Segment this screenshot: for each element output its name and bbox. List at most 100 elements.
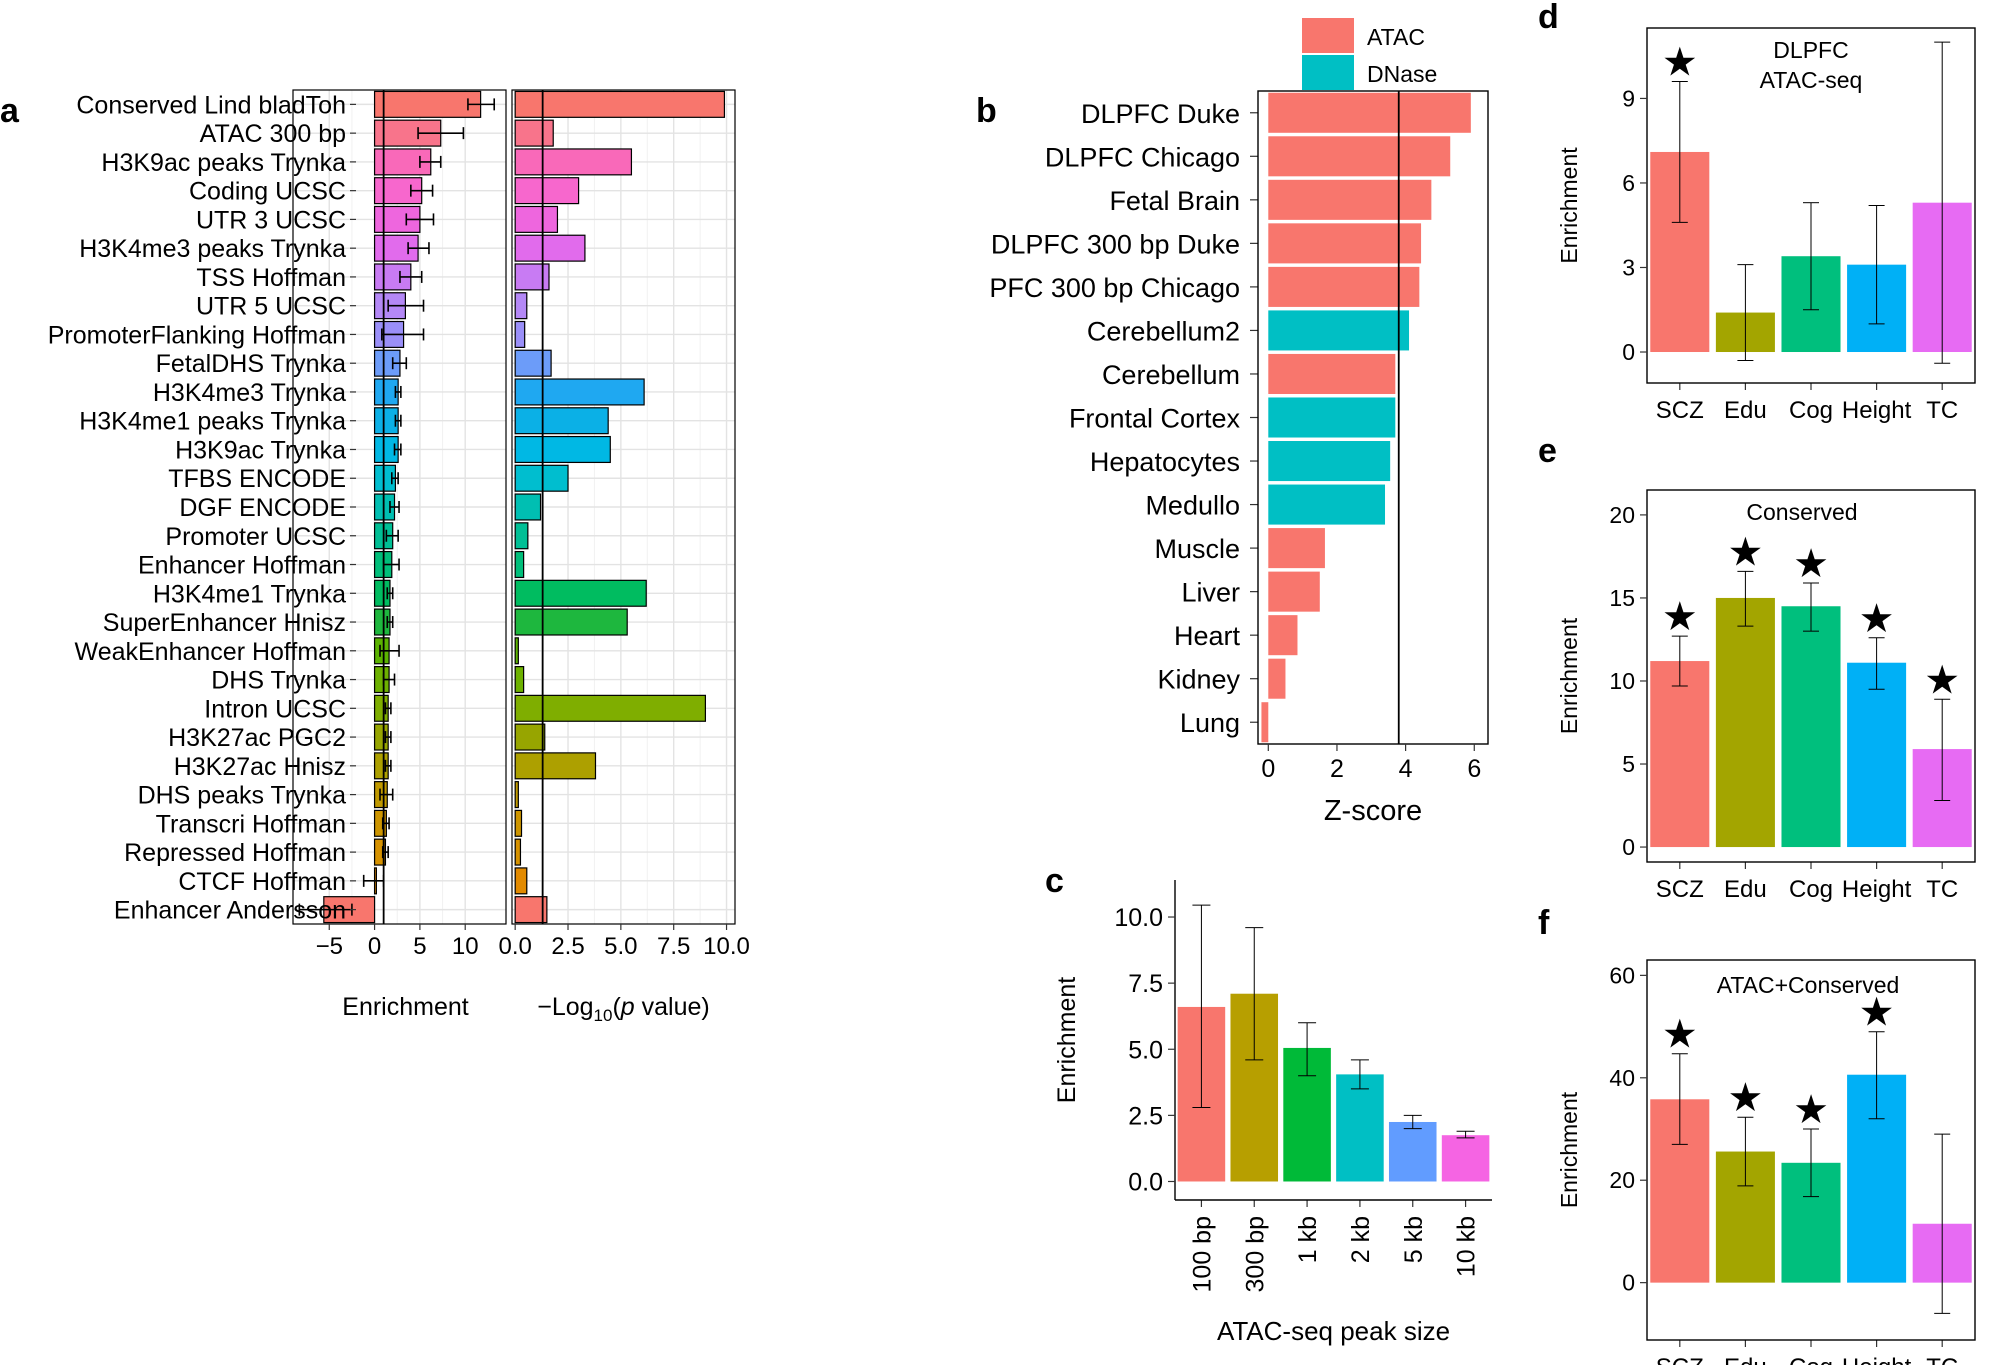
pvalue-bar [514,579,647,607]
x-tick-label: Cog [1789,876,1833,903]
pvalue-bar [514,234,586,262]
pvalue-bar [514,177,580,205]
panel-label-b: b [976,92,997,130]
x-tick-label: 7.5 [657,933,690,960]
x-axis-title-part: value) [635,993,710,1021]
category-label: PromoterFlanking Hoffman [48,321,346,349]
pvalue-bar [514,694,707,722]
pvalue-bar [514,809,523,837]
x-tick-label: −5 [316,933,343,960]
x-tick-label: 10 kb [1453,1216,1481,1277]
y-tick-label: 0 [1622,834,1635,860]
enrichment-bar [1650,661,1710,848]
zscore-bar [1268,92,1471,133]
legend-label: DNase [1367,61,1437,87]
x-tick-label: Cog [1789,397,1833,424]
significance-star: ★ [1859,597,1895,641]
zscore-bar [1261,702,1269,743]
y-tick-label: 5.0 [1128,1036,1163,1064]
category-label: Kidney [1157,665,1240,695]
y-tick-label: 6 [1622,170,1635,196]
y-tick-label: 20 [1609,502,1635,528]
category-label: Cerebellum [1102,360,1240,390]
category-label: TSS Hoffman [196,264,346,292]
zscore-bar [1268,528,1325,569]
pvalue-bar [514,263,550,291]
zscore-bar [1268,179,1432,220]
panel-title: DLPFC [1773,37,1848,63]
category-label: WeakEnhancer Hoffman [75,638,346,666]
panel-label-a: a [0,92,20,130]
y-tick-label: 60 [1609,962,1635,988]
pvalue-bar [514,407,609,435]
category-label: UTR 3 UCSC [196,206,346,234]
pvalue-bar [514,867,528,895]
y-axis-title: Enrichment [1556,617,1582,734]
significance-star: ★ [1793,542,1829,586]
significance-star: ★ [1859,991,1895,1035]
x-tick-label: TC [1926,1354,1958,1365]
panel-title: ATAC-seq [1760,67,1863,93]
significance-star: ★ [1727,1076,1763,1120]
pvalue-bar [514,292,528,320]
enrichment-bar [1441,1135,1490,1182]
category-label: H3K4me1 peaks Trynka [79,408,346,436]
x-tick-label: 6 [1467,755,1481,783]
significance-star: ★ [1727,530,1763,574]
x-tick-label: 2 kb [1347,1216,1375,1263]
pvalue-bar [514,378,645,406]
category-label: DHS peaks Trynka [138,782,347,810]
enrichment-bar [1388,1121,1437,1182]
pvalue-bar [514,752,597,780]
pvalue-bar [514,148,633,176]
panel-label-e: e [1538,432,1557,470]
enrichment-bar [373,407,399,435]
x-tick-label: TC [1926,876,1958,903]
category-label: Promoter UCSC [165,523,346,551]
significance-star: ★ [1793,1088,1829,1132]
x-axis-title: −Log10(p value) [537,993,710,1025]
pvalue-bar [514,723,546,751]
category-label: Hepatocytes [1090,447,1240,477]
x-tick-label: 1 kb [1294,1216,1322,1263]
category-label: TFBS ENCODE [168,465,346,493]
panel-title: Conserved [1746,499,1857,525]
plot-border [1646,959,1976,1341]
pvalue-bar [514,522,529,550]
x-tick-label: Edu [1724,876,1767,903]
x-tick-label: 4 [1399,755,1413,783]
pvalue-bar [514,637,519,665]
legend-label: ATAC [1367,24,1425,50]
significance-star: ★ [1662,1013,1698,1057]
x-tick-label: Cog [1789,1354,1833,1365]
y-axis-title: Enrichment [1556,1091,1582,1208]
x-tick-label: 100 bp [1188,1216,1216,1292]
y-tick-label: 10 [1609,668,1635,694]
zscore-bar [1268,397,1396,438]
plot-border [292,89,507,925]
x-tick-label: Edu [1724,397,1767,424]
y-tick-label: 0.0 [1128,1168,1163,1196]
x-tick-label: 0.0 [498,933,531,960]
panel-label-f: f [1538,904,1550,942]
y-tick-label: 0 [1622,339,1635,365]
pvalue-bar [514,320,526,348]
category-label: DLPFC 300 bp Duke [991,229,1240,259]
pvalue-bar [514,464,569,492]
x-axis-title-part: 10 [594,1006,613,1025]
category-label: H3K4me1 Trynka [153,580,346,608]
x-tick-label: Height [1842,397,1912,424]
pvalue-bar [514,119,554,147]
category-label: Intron UCSC [204,695,346,723]
zscore-bar [1268,615,1298,656]
x-tick-label: 0 [368,933,381,960]
y-tick-label: 20 [1609,1167,1635,1193]
x-tick-label: 10.0 [703,933,750,960]
category-label: H3K27ac PGC2 [168,724,346,752]
enrichment-bar [373,378,399,406]
x-tick-label: 5.0 [604,933,637,960]
category-label: FetalDHS Trynka [156,350,346,378]
category-label: Cerebellum2 [1087,316,1240,346]
category-label: Frontal Cortex [1069,404,1241,434]
plot-border [511,89,736,925]
